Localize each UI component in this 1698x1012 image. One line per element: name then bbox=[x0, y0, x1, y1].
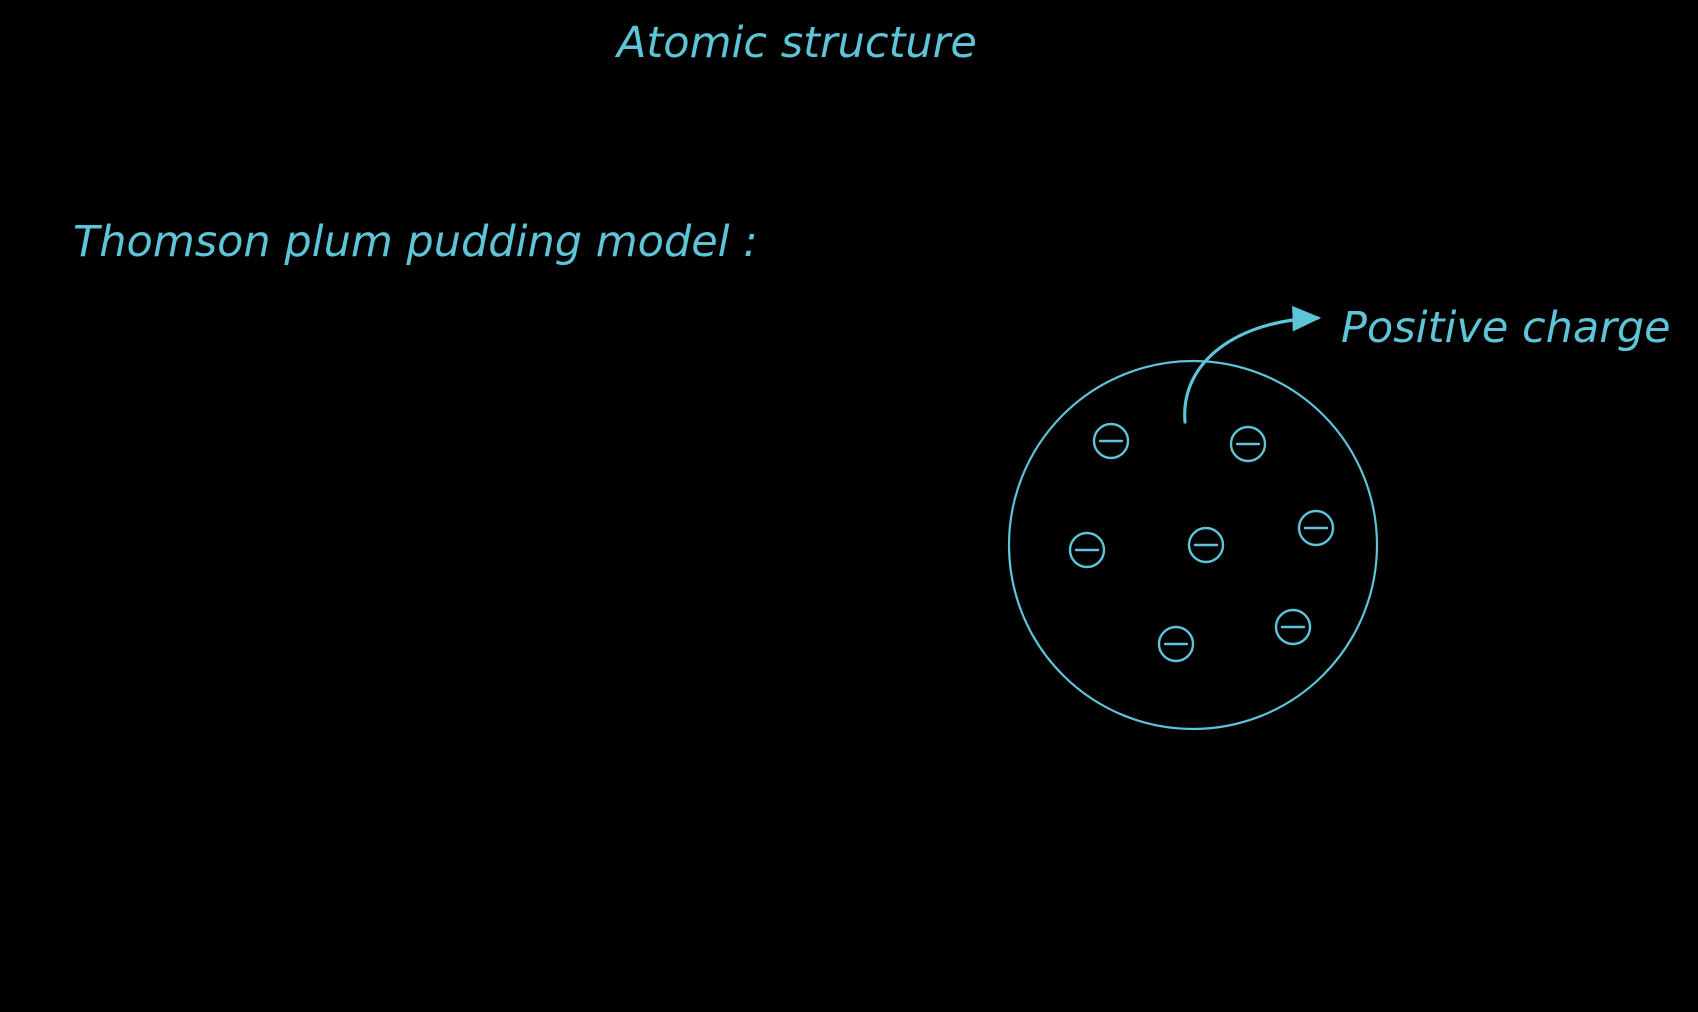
electron-2 bbox=[1229, 425, 1267, 463]
positive-charge-label: Positive charge bbox=[1341, 303, 1671, 353]
page-title: Atomic structure bbox=[617, 18, 977, 68]
atom-sphere bbox=[1007, 359, 1379, 731]
annotation-arrow bbox=[1183, 305, 1322, 424]
electron-4 bbox=[1187, 526, 1225, 564]
electron-3 bbox=[1068, 531, 1106, 569]
electron-1 bbox=[1092, 422, 1130, 460]
electron-7 bbox=[1274, 608, 1312, 646]
model-heading: Thomson plum pudding model : bbox=[73, 217, 758, 267]
electron-6 bbox=[1157, 625, 1195, 663]
electron-5 bbox=[1297, 509, 1335, 547]
